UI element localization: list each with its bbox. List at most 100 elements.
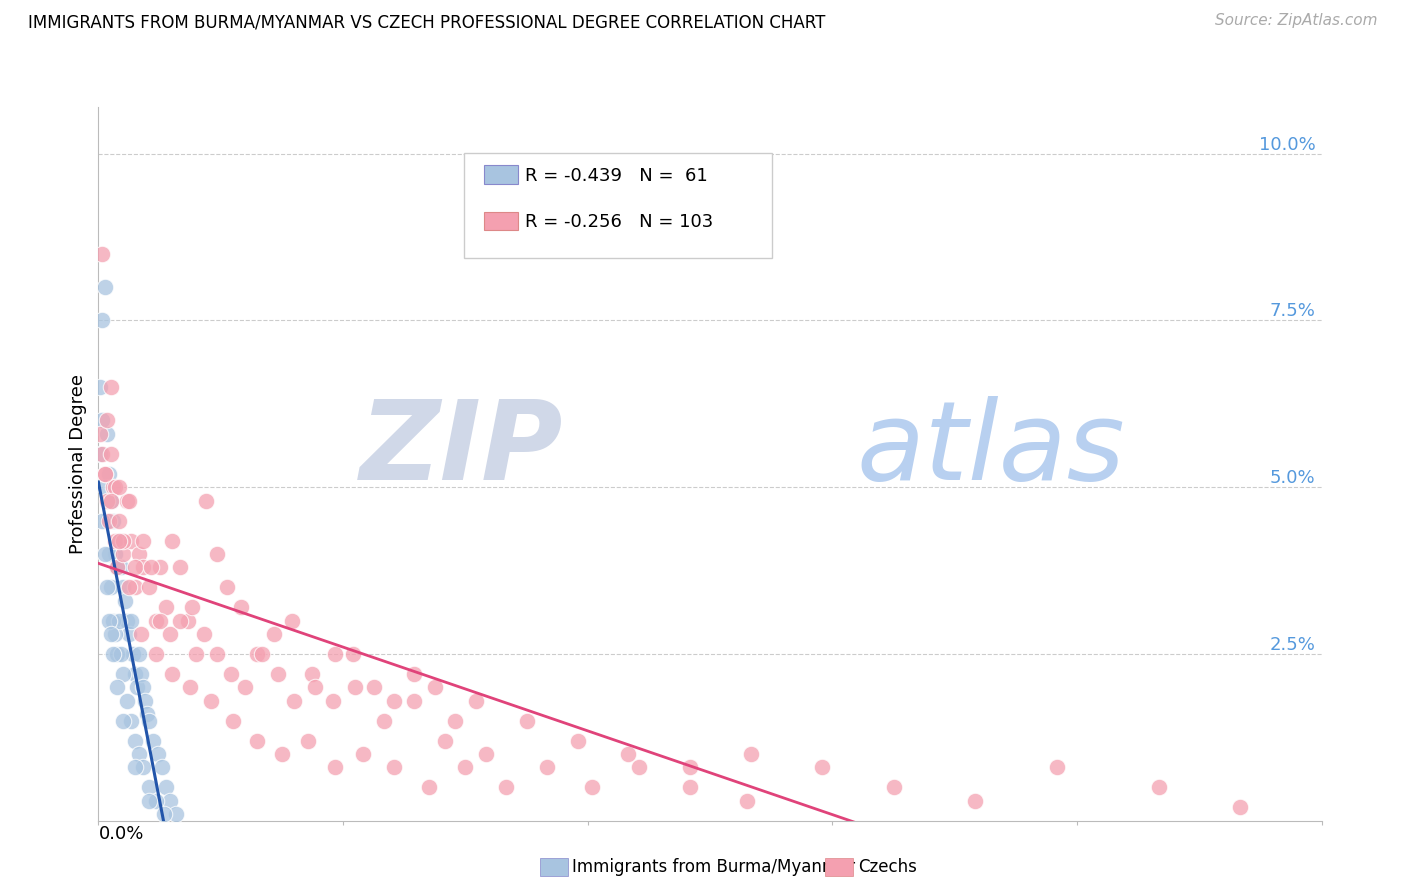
Point	[118, 627, 141, 641]
Point	[145, 647, 167, 661]
Y-axis label: Professional Degree: Professional Degree	[69, 374, 87, 554]
Point	[111, 667, 134, 681]
Point	[250, 647, 273, 661]
Point	[101, 647, 124, 661]
Text: 7.5%: 7.5%	[1270, 302, 1316, 320]
Point	[205, 547, 228, 561]
Text: IMMIGRANTS FROM BURMA/MYANMAR VS CZECH PROFESSIONAL DEGREE CORRELATION CHART: IMMIGRANTS FROM BURMA/MYANMAR VS CZECH P…	[28, 13, 825, 31]
Point	[155, 780, 177, 795]
Point	[297, 733, 319, 747]
Point	[91, 246, 114, 260]
Point	[108, 614, 131, 628]
Point	[344, 680, 367, 694]
Point	[101, 614, 124, 628]
Point	[122, 647, 145, 661]
Point	[138, 580, 160, 594]
Point	[352, 747, 374, 761]
Point	[100, 493, 122, 508]
Point	[222, 714, 245, 728]
Text: 5.0%: 5.0%	[1270, 469, 1316, 487]
Point	[474, 747, 498, 761]
Point	[304, 680, 326, 694]
Point	[145, 794, 167, 808]
Point	[124, 733, 146, 747]
Point	[118, 580, 141, 594]
Point	[97, 467, 120, 481]
Point	[108, 533, 131, 548]
Point	[111, 714, 134, 728]
Point	[91, 514, 114, 528]
Point	[129, 627, 152, 641]
Point	[101, 480, 124, 494]
Point	[127, 680, 149, 694]
Point	[811, 760, 834, 774]
Point	[382, 760, 405, 774]
Point	[138, 714, 160, 728]
Point	[1229, 800, 1251, 814]
Point	[165, 807, 187, 822]
Point	[105, 560, 128, 574]
Point	[96, 413, 118, 427]
Point	[124, 667, 146, 681]
Point	[141, 560, 163, 574]
Point	[418, 780, 440, 795]
Point	[100, 380, 122, 394]
Point	[89, 380, 111, 394]
Point	[219, 667, 242, 681]
Point	[124, 760, 146, 774]
Point	[114, 593, 136, 607]
Point	[581, 780, 603, 795]
Point	[679, 760, 702, 774]
Point	[149, 614, 172, 628]
Point	[118, 493, 141, 508]
Point	[93, 467, 115, 481]
Point	[132, 560, 155, 574]
Point	[160, 533, 183, 548]
Point	[195, 493, 218, 508]
Point	[181, 600, 204, 615]
Text: 0.0%: 0.0%	[98, 825, 143, 843]
Point	[115, 493, 138, 508]
Point	[215, 580, 238, 594]
Point	[93, 480, 115, 494]
Point	[283, 693, 305, 707]
Point	[105, 647, 128, 661]
Point	[104, 533, 127, 548]
Point	[233, 680, 256, 694]
Point	[883, 780, 905, 795]
Point	[115, 693, 138, 707]
Point	[169, 614, 191, 628]
Text: Immigrants from Burma/Myanmar: Immigrants from Burma/Myanmar	[572, 858, 855, 876]
Point	[97, 614, 120, 628]
Point	[495, 780, 517, 795]
Point	[404, 667, 426, 681]
Point	[617, 747, 640, 761]
Point	[100, 447, 122, 461]
Point	[96, 426, 118, 441]
Point	[105, 560, 128, 574]
Point	[1045, 760, 1069, 774]
Point	[97, 514, 120, 528]
Point	[281, 614, 304, 628]
Point	[160, 667, 183, 681]
Point	[96, 514, 118, 528]
Text: atlas: atlas	[856, 396, 1125, 503]
Point	[373, 714, 395, 728]
Point	[111, 547, 134, 561]
Point	[186, 647, 208, 661]
Point	[128, 647, 150, 661]
Point	[231, 600, 253, 615]
Text: 10.0%: 10.0%	[1258, 136, 1316, 153]
Point	[132, 533, 155, 548]
Point	[104, 480, 127, 494]
Point	[91, 413, 114, 427]
Point	[159, 794, 181, 808]
Point	[138, 794, 160, 808]
Text: R = -0.256   N = 103: R = -0.256 N = 103	[524, 213, 713, 231]
Point	[454, 760, 477, 774]
Point	[124, 560, 146, 574]
Point	[96, 580, 118, 594]
Point	[89, 426, 111, 441]
Point	[115, 614, 138, 628]
Point	[179, 680, 201, 694]
